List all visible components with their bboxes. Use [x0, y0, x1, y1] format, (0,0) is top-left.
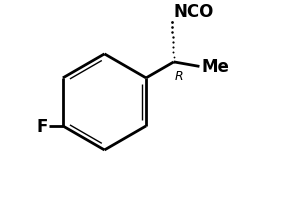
- Text: NCO: NCO: [174, 3, 214, 21]
- Text: F: F: [37, 117, 48, 135]
- Text: R: R: [175, 70, 183, 82]
- Text: Me: Me: [201, 58, 229, 76]
